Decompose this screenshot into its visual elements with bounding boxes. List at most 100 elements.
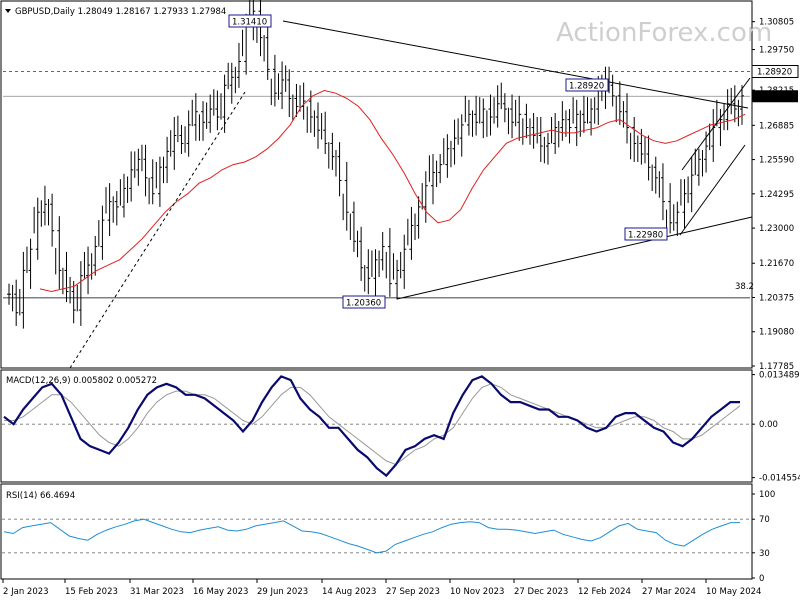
annotation-box [624, 227, 668, 241]
price-bar [459, 95, 466, 157]
price-bar [57, 216, 64, 295]
symbol-line: GBPUSD,Daily 1.28049 1.28167 1.27933 1.2… [15, 7, 226, 17]
price-tick-label: 1.21670 [759, 259, 794, 269]
price-bar [229, 62, 236, 104]
price-bar [272, 54, 279, 107]
price-tick-label: 1.20375 [759, 293, 794, 303]
price-bar [42, 185, 50, 226]
price-bar [330, 132, 337, 177]
price-bar [373, 249, 380, 297]
price-bar [689, 148, 696, 213]
level-label: 1.28920 [757, 68, 792, 78]
rsi-tick-label: 70 [759, 515, 770, 525]
price-bar [704, 123, 711, 173]
price-bar [7, 283, 14, 312]
price-bar [287, 69, 294, 121]
price-panel [0, 0, 753, 369]
price-bar [366, 249, 373, 295]
rsi-line [3, 518, 740, 554]
price-annotation: 1.22980 [624, 227, 668, 241]
price-bar [129, 151, 136, 202]
price-bar [78, 251, 85, 326]
price-bar [409, 206, 416, 260]
annotation-box [342, 295, 386, 309]
price-bar [179, 124, 186, 155]
macd-line [3, 375, 740, 478]
macd-label: MACD(12,26,9) 0.005802 0.005272 [6, 376, 157, 386]
annotation-text: 1.31410 [232, 18, 267, 28]
rsi-tick-label: 0 [759, 574, 764, 584]
price-tick-label: 1.26885 [759, 121, 794, 131]
price-bar [136, 144, 143, 186]
x-tick-label: 27 Mar 2024 [642, 587, 696, 597]
macd-panel [0, 369, 753, 483]
price-bar [617, 81, 624, 128]
price-bar [14, 279, 21, 326]
price-annotation: 1.28920 [565, 78, 609, 92]
x-tick-label: 16 May 2023 [193, 587, 248, 597]
price-bar [236, 29, 244, 88]
macd-tick-label: 0.00 [759, 420, 778, 430]
price-bar [114, 179, 121, 226]
rsi-label: RSI(14) 66.4694 [6, 491, 75, 501]
price-bar [64, 251, 71, 304]
x-tick-label: 27 Sep 2023 [386, 587, 440, 597]
price-bar [625, 93, 632, 160]
price-bar [337, 142, 344, 221]
price-bar [632, 116, 639, 162]
price-bar [495, 82, 502, 128]
annotation-text: 1.20360 [346, 299, 381, 309]
price-bar [150, 159, 157, 205]
price-bar [682, 176, 689, 229]
x-tick-label: 2 Jan 2023 [3, 587, 49, 597]
price-bar [50, 193, 57, 275]
price-bar [452, 118, 459, 165]
price-tick-label: 1.17785 [759, 362, 794, 372]
x-tick-label: 10 May 2024 [706, 587, 761, 597]
price-bar [696, 148, 703, 186]
price-bar [502, 93, 509, 135]
price-bar [344, 161, 351, 240]
price-bar [93, 220, 100, 276]
x-tick-label: 10 Nov 2023 [450, 587, 504, 597]
price-bar [395, 251, 402, 300]
price-bar [438, 138, 445, 184]
watermark: ActionForex.com [556, 18, 772, 48]
annotation-box [565, 78, 609, 92]
price-bar [646, 135, 653, 192]
price-bar [474, 95, 481, 136]
price-tick-label: 1.29750 [759, 46, 794, 56]
price-bar [718, 103, 725, 147]
price-bar [445, 134, 452, 178]
price-bar [157, 156, 165, 207]
price-bar [732, 85, 739, 127]
price-bar [172, 115, 179, 170]
price-bar [265, 27, 272, 106]
price-bar [323, 111, 330, 169]
price-bar [517, 95, 524, 145]
current-price-label: 1.27984 [757, 92, 792, 102]
price-bar [143, 144, 150, 205]
x-tick-label: 31 Mar 2023 [130, 587, 184, 597]
price-bar [71, 280, 78, 324]
price-bar [100, 187, 107, 260]
price-bar [553, 113, 560, 155]
annotation-text: 1.28920 [569, 82, 604, 92]
price-bar [107, 183, 114, 237]
level-box [751, 65, 799, 79]
price-bar [524, 103, 531, 145]
current-price-box [752, 90, 798, 103]
collapse-triangle-icon [5, 9, 11, 13]
price-bar [35, 197, 42, 260]
price-annotation: 1.31410 [228, 14, 272, 28]
price-bar [351, 201, 359, 258]
price-bar [215, 90, 222, 131]
annotation-text: 1.22980 [628, 231, 663, 241]
price-bar [294, 83, 301, 117]
x-tick-label: 12 Feb 2024 [578, 587, 631, 597]
macd-tick-label: -0.014554 [759, 474, 800, 484]
price-bar [121, 173, 129, 218]
price-bar [280, 61, 287, 110]
rsi-tick-label: 100 [759, 490, 775, 500]
price-tick-label: 1.30805 [759, 18, 794, 28]
